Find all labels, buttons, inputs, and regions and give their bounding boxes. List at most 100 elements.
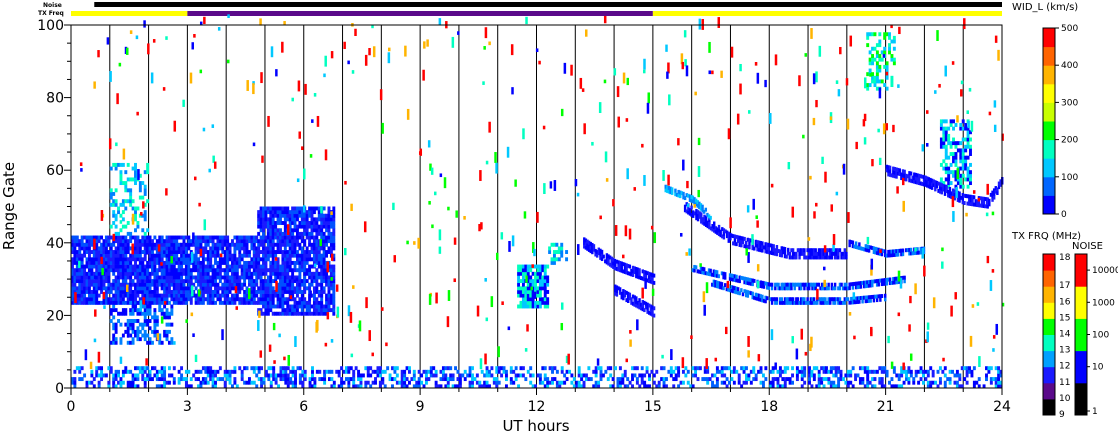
echo-cell: [284, 246, 287, 250]
echo-cell: [792, 248, 794, 252]
echo-cell: [246, 243, 249, 247]
echo-cell: [790, 286, 792, 290]
echo-cell: [546, 275, 549, 279]
echo-cell: [813, 373, 816, 377]
echo-cell: [553, 254, 556, 258]
echo-cell: [296, 250, 299, 254]
echo-cell: [529, 366, 532, 370]
echo-cell: [962, 152, 965, 156]
echo-cell: [674, 189, 676, 193]
echo-cell: [954, 159, 957, 163]
echo-cell: [942, 141, 945, 145]
echo-cell: [180, 265, 183, 269]
echo-cell: [289, 377, 292, 381]
txfreq-segment-2: [653, 11, 1002, 16]
echo-cell: [153, 326, 156, 330]
scatter-echo: [955, 187, 958, 198]
echo-cell: [226, 236, 229, 240]
echo-cell: [601, 250, 603, 254]
echo-cell: [803, 373, 806, 377]
echo-cell: [648, 373, 651, 377]
echo-cell: [149, 337, 152, 341]
echo-cell: [650, 370, 653, 374]
echo-cell: [153, 308, 156, 312]
echo-cell: [408, 381, 411, 385]
scatter-echo: [747, 336, 750, 347]
echo-cell: [117, 373, 120, 377]
echo-cell: [728, 381, 731, 385]
echo-cell: [173, 381, 176, 385]
echo-cell: [747, 377, 750, 381]
echo-cell: [132, 341, 135, 345]
echo-cell: [233, 381, 236, 385]
echo-cell: [544, 268, 547, 272]
echo-cell: [303, 243, 306, 247]
echo-cell: [560, 250, 563, 254]
echo-cell: [88, 286, 91, 290]
echo-cell: [940, 177, 943, 181]
echo-cell: [893, 61, 896, 65]
echo-cell: [978, 377, 981, 381]
echo-cell: [845, 252, 847, 256]
echo-cell: [286, 272, 289, 276]
echo-cell: [264, 265, 267, 269]
echo-cell: [663, 366, 666, 370]
echo-cell: [163, 377, 166, 381]
echo-cell: [132, 381, 135, 385]
scatter-echo: [832, 244, 835, 251]
echo-cell: [323, 246, 326, 250]
echo-cell: [593, 244, 595, 248]
echo-cell: [498, 381, 501, 385]
txfreq-strip: [71, 11, 1002, 16]
echo-cell: [481, 370, 484, 374]
echo-cell: [308, 286, 311, 290]
echo-cell: [737, 287, 739, 291]
echo-cell: [636, 381, 639, 385]
scatter-echo: [204, 219, 207, 230]
scatter-echo: [331, 51, 334, 58]
echo-cell: [214, 279, 217, 283]
echo-cell: [267, 257, 270, 261]
echo-cell: [903, 276, 905, 280]
scatter-echo: [290, 295, 293, 299]
echo-cell: [221, 246, 224, 250]
echo-cell: [330, 370, 333, 374]
echo-cell: [690, 206, 692, 210]
echo-cell: [260, 275, 263, 279]
echo-cell: [83, 254, 86, 258]
echo-cell: [100, 366, 103, 370]
echo-cell: [845, 256, 847, 260]
echo-cell: [298, 272, 301, 276]
echo-cell: [298, 275, 301, 279]
echo-cell: [122, 381, 125, 385]
echo-cell: [303, 265, 306, 269]
echo-cell: [966, 373, 969, 377]
echo-cell: [294, 381, 297, 385]
echo-cell: [146, 228, 149, 232]
echo-cell: [444, 373, 447, 377]
echo-cell: [546, 265, 549, 269]
echo-cell: [852, 286, 854, 290]
echo-cell: [214, 381, 217, 385]
echo-cell: [420, 381, 423, 385]
echo-cell: [893, 40, 896, 44]
echo-cell: [546, 301, 549, 305]
echo-cell: [881, 58, 884, 62]
echo-cell: [670, 373, 673, 377]
echo-cell: [168, 301, 171, 305]
echo-cell: [827, 286, 829, 290]
echo-cell: [806, 297, 808, 301]
echo-cell: [207, 381, 210, 385]
echo-cell: [848, 286, 850, 290]
echo-cell: [548, 246, 551, 250]
echo-cell: [332, 312, 335, 316]
echo-cell: [115, 199, 118, 203]
echo-cell: [695, 265, 697, 269]
echo-cell: [524, 377, 527, 381]
echo-cell: [73, 370, 76, 374]
scatter-echo: [618, 117, 621, 128]
echo-cell: [248, 254, 251, 258]
echo-cell: [263, 381, 266, 385]
scatter-echo: [864, 77, 867, 88]
echo-cell: [287, 373, 290, 377]
